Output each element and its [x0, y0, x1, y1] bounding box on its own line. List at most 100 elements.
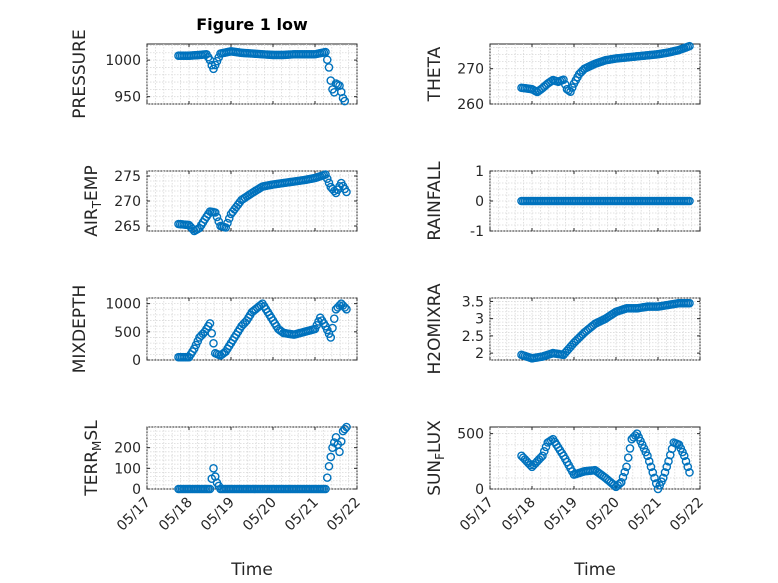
data-point — [342, 422, 351, 432]
data-point — [326, 333, 336, 342]
y-tick-label: 500 — [457, 427, 484, 443]
data-point — [322, 55, 332, 65]
data-point — [321, 47, 330, 57]
y-axis-label: PRESSURE — [70, 29, 90, 118]
y-axis-label: AIRTEMP — [82, 165, 104, 236]
y-tick-label: 2 — [475, 346, 484, 362]
data-point — [340, 303, 350, 312]
data-point — [342, 187, 351, 197]
grid — [146, 44, 358, 105]
y-tick-label: 1000 — [105, 297, 141, 313]
data-point — [566, 87, 575, 96]
data-point — [221, 223, 231, 232]
y-tick-label: 2.5 — [462, 329, 484, 345]
data-point — [643, 451, 652, 461]
series-air_temp — [174, 170, 351, 236]
data-point — [648, 468, 658, 477]
data-point — [324, 63, 334, 72]
data-point — [326, 452, 336, 462]
data-point — [207, 329, 217, 338]
y-axis-label: RAINFALL — [425, 161, 445, 241]
data-point — [660, 468, 670, 477]
data-point — [212, 212, 222, 222]
data-point — [536, 453, 546, 462]
data-point — [329, 314, 339, 323]
series-terr_msl — [174, 422, 351, 494]
y-tick-label: 1000 — [105, 53, 141, 69]
y-tick-label: 0 — [132, 353, 141, 369]
panel-pressure: 950 1000 PRESSURE — [70, 29, 358, 119]
y-axis-label: H2OMIXRA — [425, 283, 445, 374]
figure-title: Figure 1 low — [196, 15, 308, 34]
data-point — [538, 451, 547, 461]
data-point — [321, 484, 330, 494]
data-point — [623, 453, 633, 462]
data-point — [539, 447, 549, 456]
y-tick-label: 3.5 — [462, 294, 484, 310]
data-point — [567, 83, 577, 92]
data-point — [328, 323, 337, 333]
data-point — [679, 451, 689, 461]
y-tick-label: 270 — [457, 62, 484, 78]
data-point — [685, 468, 694, 477]
y-tick-label: 265 — [114, 219, 141, 235]
y-tick-label: 950 — [114, 90, 141, 106]
data-point — [336, 437, 346, 446]
data-point — [209, 464, 218, 473]
data-point — [683, 462, 693, 472]
data-point — [210, 208, 220, 217]
y-tick-label: 0 — [475, 482, 484, 498]
data-point — [685, 298, 694, 308]
x-axis-label-right: Time — [573, 560, 616, 580]
panel-h2omixra: 22.53 3.5 H2OMIXRA — [425, 283, 701, 375]
data-point — [616, 478, 626, 487]
panel-rainfall: -1 0 1 RAINFALL — [425, 161, 701, 241]
y-tick-label: 200 — [114, 441, 141, 457]
y-tick-label: -1 — [470, 224, 484, 240]
y-tick-label: 500 — [114, 325, 141, 341]
data-point — [644, 457, 654, 466]
series-sun_flux — [517, 429, 694, 494]
y-tick-label: 3 — [475, 312, 484, 328]
data-point — [609, 481, 619, 490]
data-point — [525, 460, 535, 470]
data-point — [340, 424, 350, 434]
y-tick-label: 1 — [475, 164, 484, 180]
series-theta — [517, 41, 694, 97]
data-point — [615, 479, 624, 489]
data-point — [205, 319, 215, 328]
data-point — [209, 338, 218, 348]
data-point — [650, 473, 659, 483]
data-point — [622, 462, 631, 472]
y-tick-label: 270 — [114, 194, 141, 210]
y-tick-label: 0 — [132, 482, 141, 498]
data-point — [224, 214, 234, 223]
x-axis-label-left: Time — [230, 560, 273, 580]
series-pressure — [174, 47, 350, 106]
y-axis-label: MIXDEPTH — [70, 285, 90, 374]
data-point — [205, 484, 215, 494]
data-point — [322, 174, 332, 183]
data-point — [646, 462, 656, 472]
data-point — [322, 473, 332, 482]
data-point — [321, 170, 330, 179]
series-mixdepth — [174, 299, 351, 362]
data-point — [342, 304, 351, 314]
data-point — [662, 462, 672, 472]
grid — [146, 170, 358, 232]
plot-area — [146, 426, 358, 490]
panel-air_temp: 265 270 275 AIRTEMP — [82, 165, 358, 237]
y-tick-label: 260 — [457, 97, 484, 113]
y-tick-label: 0 — [475, 194, 484, 210]
data-point — [324, 461, 334, 471]
series-rainfall — [517, 196, 694, 206]
y-tick-label: 275 — [114, 169, 141, 185]
data-point — [223, 218, 232, 228]
data-point — [625, 444, 635, 453]
data-point — [681, 457, 691, 466]
data-point — [620, 467, 630, 477]
data-point — [559, 75, 568, 84]
data-point — [685, 41, 694, 51]
